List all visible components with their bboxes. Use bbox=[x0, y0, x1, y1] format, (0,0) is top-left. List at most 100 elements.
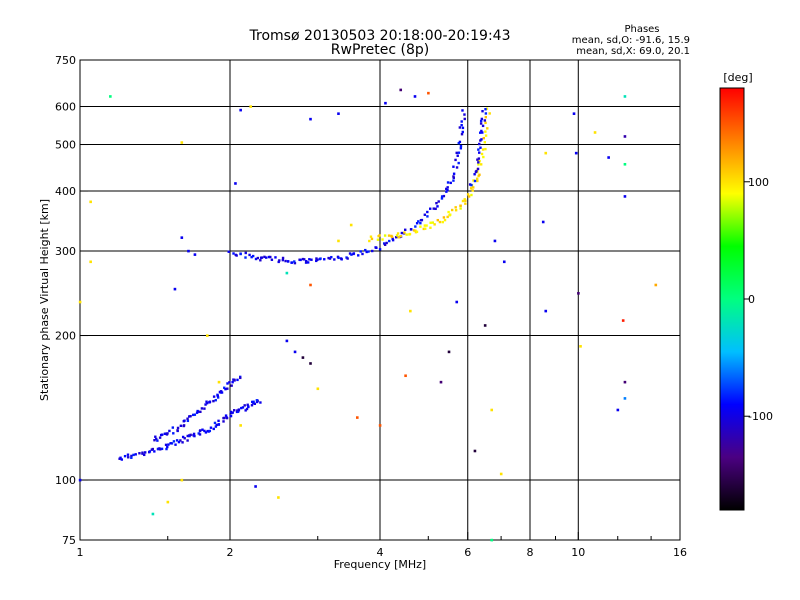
trace-point bbox=[376, 238, 380, 241]
trace-point bbox=[486, 127, 489, 130]
trace-point bbox=[459, 204, 462, 207]
trace-point bbox=[369, 235, 373, 238]
scatter-point bbox=[574, 151, 578, 155]
trace-point bbox=[478, 159, 481, 163]
trace-point bbox=[452, 172, 456, 175]
trace-point bbox=[171, 426, 175, 429]
trace-point bbox=[461, 130, 464, 134]
trace-point bbox=[204, 431, 208, 434]
scatter-point bbox=[499, 472, 503, 476]
trace-point bbox=[244, 256, 247, 259]
trace-point bbox=[475, 177, 479, 180]
trace-point bbox=[327, 256, 330, 260]
trace-point bbox=[449, 181, 452, 185]
trace-point bbox=[123, 454, 127, 458]
trace-point bbox=[203, 407, 206, 410]
trace-point bbox=[479, 119, 483, 123]
trace-point bbox=[477, 174, 480, 178]
trace-point bbox=[409, 228, 413, 231]
trace-point bbox=[323, 258, 326, 261]
trace-point bbox=[415, 230, 419, 233]
trace-point bbox=[397, 236, 400, 239]
trace-point bbox=[368, 239, 371, 243]
trace-point bbox=[231, 380, 234, 384]
trace-point bbox=[141, 451, 144, 454]
trace-point bbox=[480, 117, 484, 121]
scatter-point bbox=[483, 324, 487, 327]
trace-point bbox=[446, 188, 449, 192]
trace-point bbox=[466, 193, 470, 196]
trace-point bbox=[339, 257, 343, 260]
trace-point bbox=[170, 442, 174, 445]
trace-point bbox=[181, 435, 185, 439]
trace-point bbox=[156, 439, 159, 442]
trace-point bbox=[470, 183, 473, 187]
trace-point bbox=[463, 198, 466, 201]
y-tick-label: 600 bbox=[55, 101, 76, 114]
trace-point bbox=[440, 197, 444, 200]
trace-point bbox=[248, 253, 251, 257]
trace-point bbox=[484, 121, 487, 125]
trace-point bbox=[232, 252, 235, 255]
scatter-point bbox=[490, 408, 494, 412]
trace-point bbox=[432, 207, 435, 210]
trace-point bbox=[478, 173, 481, 176]
scatter-point bbox=[455, 300, 459, 304]
trace-point bbox=[408, 232, 412, 236]
trace-point bbox=[396, 232, 400, 235]
trace-point bbox=[390, 234, 393, 238]
trace-point bbox=[445, 190, 448, 193]
trace bbox=[118, 399, 262, 461]
chart-title: Tromsø 20130503 20:18:00-20:19:43 bbox=[249, 28, 511, 44]
trace-point bbox=[213, 421, 217, 425]
trace-point bbox=[199, 410, 202, 414]
scatter-point bbox=[384, 101, 387, 105]
trace-point bbox=[478, 151, 481, 154]
trace-point bbox=[200, 407, 204, 410]
trace-point bbox=[293, 260, 296, 263]
trace-point bbox=[484, 147, 487, 151]
scatter-point bbox=[593, 131, 597, 134]
grid-lines bbox=[80, 60, 680, 540]
trace-point bbox=[201, 428, 204, 431]
trace-point bbox=[216, 396, 220, 399]
trace-point bbox=[434, 207, 437, 211]
trace-point bbox=[481, 124, 485, 128]
trace-point bbox=[404, 228, 407, 231]
scatter-point bbox=[193, 253, 197, 256]
scatter-point bbox=[378, 424, 382, 427]
trace-point bbox=[442, 194, 446, 198]
trace-point bbox=[433, 223, 436, 226]
trace-point bbox=[179, 439, 182, 442]
plot-area: 1 2 4 6 8 10 16 750 600 500 400 300 200 100 75 bbox=[55, 54, 687, 559]
trace-point bbox=[143, 453, 146, 457]
trace-point bbox=[199, 429, 202, 432]
y-axis-label: Stationary phase Virtual Height [km] bbox=[38, 199, 51, 401]
trace-point bbox=[391, 237, 394, 241]
trace-point bbox=[480, 129, 483, 133]
trace-point bbox=[214, 425, 218, 428]
trace-point bbox=[256, 256, 260, 260]
scatter-point bbox=[399, 88, 403, 92]
trace-point bbox=[306, 261, 310, 264]
trace-point bbox=[460, 133, 464, 136]
trace-point bbox=[472, 186, 475, 189]
trace-point bbox=[269, 255, 272, 259]
colorbar-tick-label: -100 bbox=[748, 410, 773, 423]
trace-point bbox=[479, 163, 483, 166]
colorbar-tick-labels: 100 0 -100 bbox=[744, 176, 773, 423]
trace-point bbox=[431, 221, 435, 224]
trace-point bbox=[385, 241, 388, 245]
trace-point bbox=[156, 447, 160, 451]
scatter-point bbox=[493, 239, 497, 243]
x-tick-label: 10 bbox=[571, 546, 585, 559]
trace-point bbox=[435, 201, 438, 205]
scatter-point bbox=[309, 117, 312, 121]
trace-point bbox=[218, 390, 222, 394]
scatter-point bbox=[349, 223, 353, 227]
colorbar-label: [deg] bbox=[723, 71, 752, 84]
scatter-point bbox=[89, 260, 92, 264]
trace-point bbox=[284, 259, 287, 263]
scatter-point bbox=[316, 387, 320, 391]
